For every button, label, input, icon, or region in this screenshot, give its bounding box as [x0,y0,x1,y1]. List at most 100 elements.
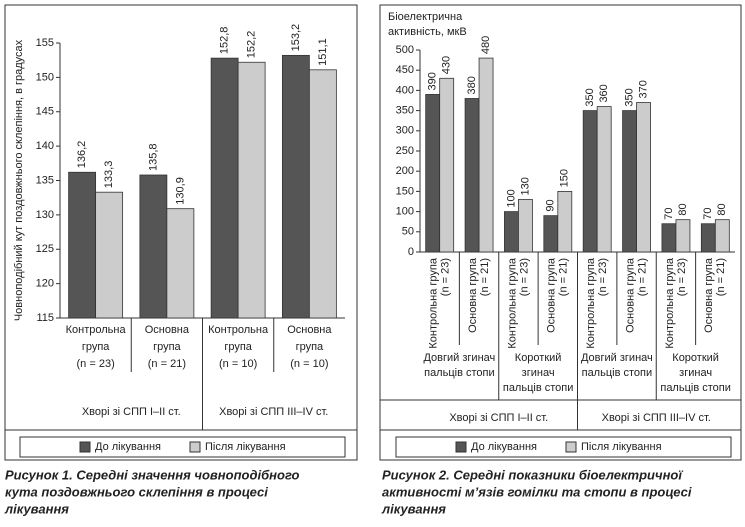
data-label: 152,2 [246,31,258,59]
legend-label: Після лікування [205,441,286,453]
x-tick-label: Контрольна [66,324,127,336]
x-tick-label: Основна [145,324,190,336]
data-label: 100 [505,189,517,207]
y-tick-label: 145 [36,106,54,118]
data-label: 130 [519,177,531,195]
x-tick-label: Основна [287,324,332,336]
data-label: 80 [677,203,689,215]
group-label: Хворі зі СПП III–IV ст. [602,412,711,424]
legend-frame [19,436,346,458]
data-label: 152,8 [219,27,231,55]
x-tick-label: (n = 21) [558,258,570,296]
muscle-label: Довгий згинач [581,352,653,364]
y-axis-label: активність, мкВ [388,26,467,38]
data-label: 380 [466,76,478,94]
x-tick-label: (n = 21) [715,258,727,296]
x-tick-label: Контрольна група [664,257,676,348]
bar [478,57,494,253]
bar [68,171,97,319]
data-label: 153,2 [290,24,302,52]
x-tick-label: (n = 21) [148,358,186,370]
y-tick-label: 450 [396,64,414,76]
x-tick-label: (n = 23) [518,258,530,296]
x-tick-label: група [224,341,252,353]
muscle-label: згинач [522,367,555,379]
y-tick-label: 125 [36,243,54,255]
data-label: 130,9 [174,177,186,205]
y-tick-label: 155 [36,37,54,49]
group-label: Хворі зі СПП III–IV ст. [219,406,328,418]
y-tick-label: 115 [36,312,54,324]
y-tick-label: 0 [408,246,414,258]
data-label: 390 [427,72,439,90]
y-tick-label: 150 [396,185,414,197]
legend-label: До лікування [95,441,161,453]
caption: лікування [381,501,446,516]
x-tick-label: Контрольна група [585,257,597,348]
data-label: 70 [663,207,675,219]
bar [636,102,651,253]
bar [661,223,677,253]
legend-swatch [79,441,91,453]
bar [675,219,691,253]
data-label: 135,8 [147,143,159,171]
muscle-label: Довгий згинач [423,352,495,364]
caption: лікування [4,501,69,516]
bar [281,54,310,319]
bar [557,190,573,253]
x-tick-label: Основна група [467,257,479,333]
bar [596,106,612,253]
x-tick-label: Контрольна група [506,257,518,348]
caption: кута поздовжнього склепіння в процесі [5,484,268,499]
y-axis-label: Біоелектрична [388,11,463,23]
muscle-label: Короткий [515,352,562,364]
x-tick-label: Контрольна [208,324,269,336]
y-tick-label: 350 [396,105,414,117]
data-label: 150 [559,169,571,187]
data-label: 350 [623,88,635,106]
bar [237,61,266,319]
y-tick-label: 100 [396,206,414,218]
y-tick-label: 150 [36,71,54,83]
x-tick-label: (n = 21) [636,258,648,296]
bar [166,208,195,319]
bar [439,77,455,253]
muscle-label: пальців стопи [582,367,653,379]
bar [210,57,239,319]
x-tick-label: Основна група [546,257,558,333]
muscle-label: пальців стопи [503,382,574,394]
bar [582,110,598,253]
x-tick-label: група [82,341,110,353]
y-tick-label: 250 [396,145,414,157]
legend-swatch [189,441,201,453]
data-label: 370 [637,80,649,98]
data-label: 430 [441,56,453,74]
data-label: 70 [702,207,714,219]
muscle-label: пальців стопи [424,367,495,379]
x-tick-label: (n = 10) [290,358,328,370]
legend-swatch [455,441,467,453]
y-tick-label: 400 [396,84,414,96]
x-tick-label: (n = 10) [219,358,257,370]
legend-label: До лікування [471,441,537,453]
x-tick-label: (n = 23) [77,358,115,370]
bar [308,69,337,319]
y-tick-label: 50 [402,226,414,238]
x-tick-label: Основна група [703,257,715,333]
x-tick-label: (n = 23) [597,258,609,296]
group-label: Хворі зі СПП I–II ст. [82,406,181,418]
data-label: 80 [716,203,728,215]
x-tick-label: (n = 23) [440,258,452,296]
x-tick-label: Контрольна група [428,257,440,348]
y-tick-label: 140 [36,140,54,152]
bar [700,223,716,253]
data-label: 350 [584,88,596,106]
chart-frame [4,4,358,461]
x-tick-label: група [296,341,324,353]
y-tick-label: 500 [396,44,414,56]
y-axis-label: Човноподібний кут поздовжнього склепіння… [13,39,25,321]
y-tick-label: 120 [36,278,54,290]
chart-frame [379,4,742,461]
caption: Рисунок 1. Середні значення човноподібно… [5,467,300,482]
y-tick-label: 130 [36,209,54,221]
